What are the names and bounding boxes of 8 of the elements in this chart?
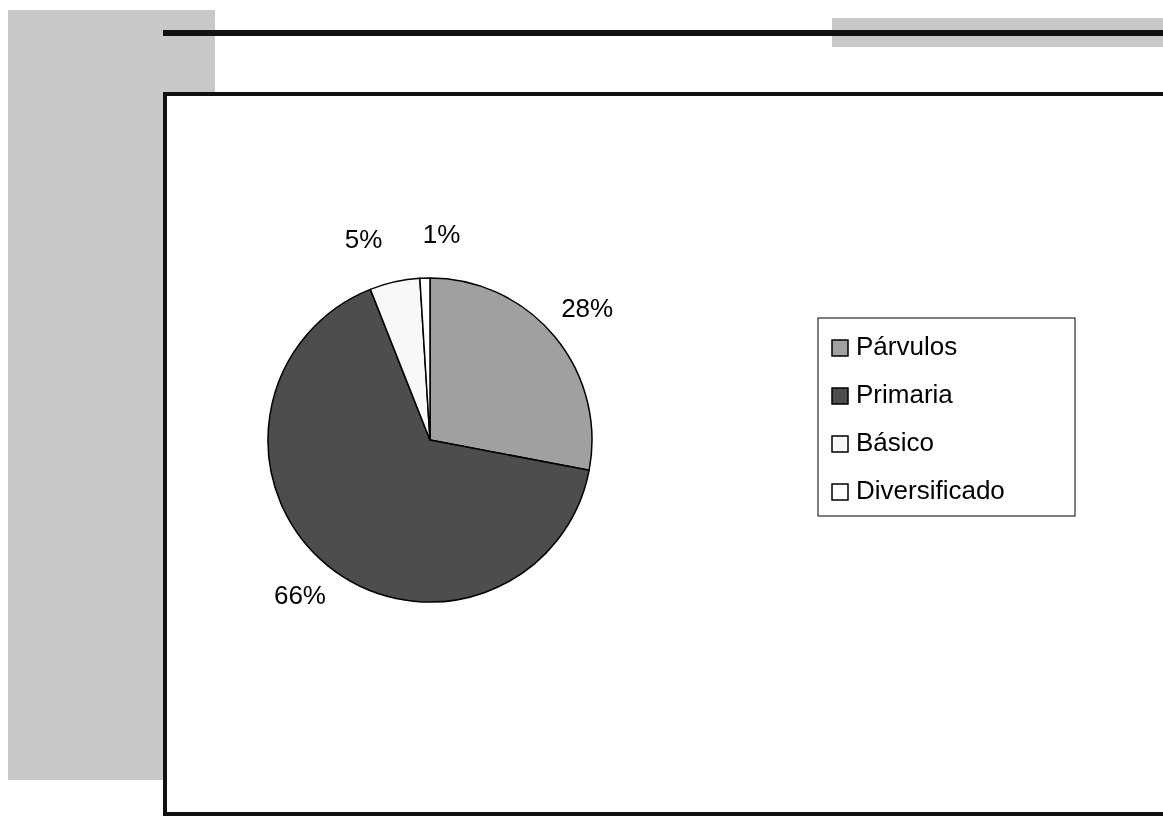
data-label: 66%: [273, 580, 326, 611]
legend-label: Diversificado: [856, 474, 1005, 505]
data-label: 1%: [422, 218, 461, 249]
legend-label: Párvulos: [856, 330, 958, 361]
legend-label: Básico: [856, 426, 935, 457]
legend-label: Primaria: [856, 378, 954, 409]
data-label: 28%: [561, 292, 614, 323]
data-label: 5%: [344, 223, 383, 254]
